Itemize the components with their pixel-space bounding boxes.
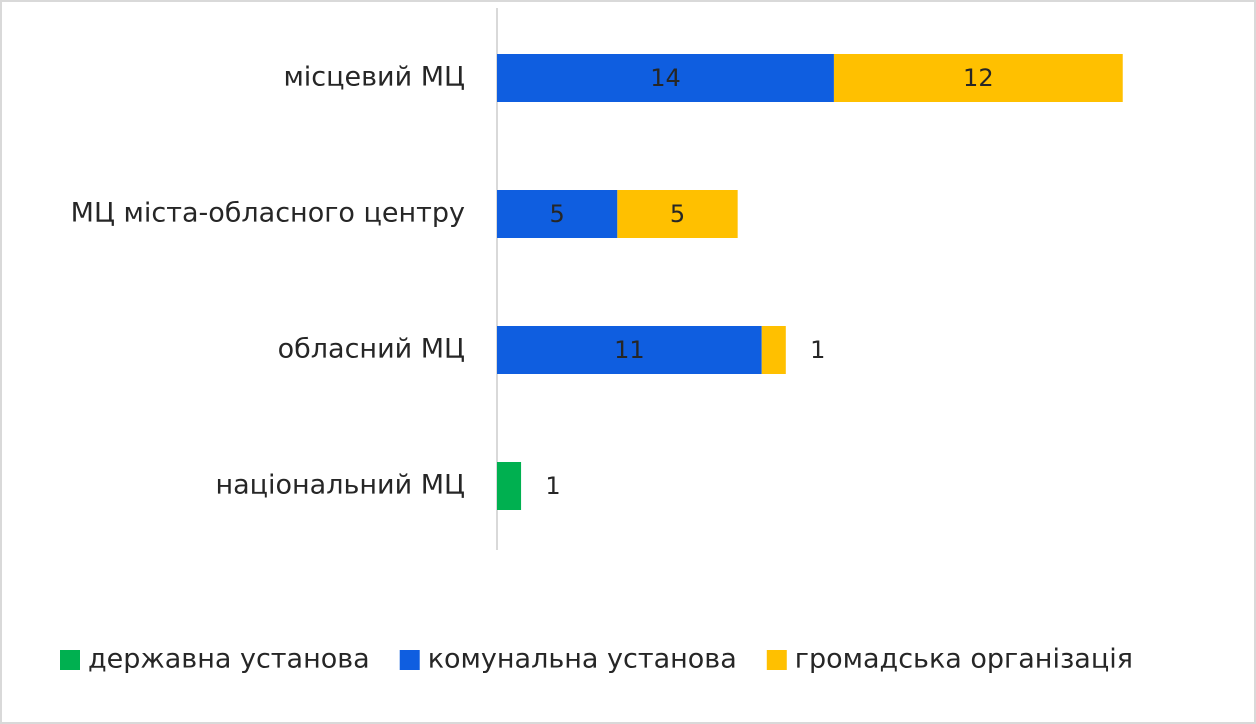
- legend-swatch: [60, 650, 80, 670]
- data-label: 1: [810, 336, 825, 364]
- legend-swatch: [399, 650, 420, 670]
- legend-label: державна установа: [88, 644, 370, 675]
- y-tick-label: МЦ міста-обласного центру: [71, 198, 465, 229]
- data-label: 11: [614, 336, 645, 364]
- y-tick-label: місцевий МЦ: [283, 62, 465, 93]
- bar-segment: [617, 190, 738, 238]
- data-label: 1: [545, 472, 560, 500]
- legend-label: громадська організація: [795, 644, 1133, 675]
- data-label: 12: [963, 64, 994, 92]
- bar-segment: [497, 462, 522, 510]
- bar-segment: [761, 326, 786, 374]
- bar-segment: [497, 54, 834, 102]
- legend-label: комунальна установа: [428, 644, 737, 675]
- data-label: 14: [650, 64, 681, 92]
- y-tick-label: обласний МЦ: [278, 334, 465, 365]
- data-label: 5: [550, 200, 565, 228]
- bar-segment: [497, 326, 762, 374]
- data-label: 5: [670, 200, 685, 228]
- bar-segment: [833, 54, 1123, 102]
- bar-segment: [497, 190, 618, 238]
- y-tick-label: національний МЦ: [215, 470, 465, 501]
- legend-swatch: [766, 650, 787, 670]
